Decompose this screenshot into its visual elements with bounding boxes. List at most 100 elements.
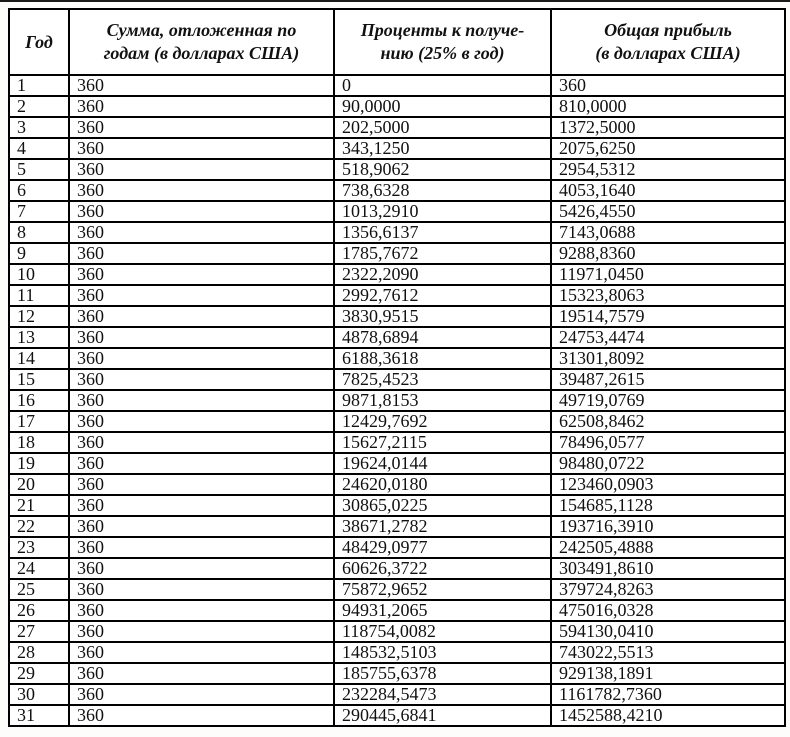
table-row: 30 360 232284,5473 1161782,7360 xyxy=(8,683,786,706)
cell-interest: 1013,2910 xyxy=(333,200,552,223)
cell-year: 29 xyxy=(8,662,70,685)
cell-interest: 0 xyxy=(333,74,552,97)
cell-total: 62508,8462 xyxy=(550,410,786,433)
cell-deposit: 360 xyxy=(68,620,335,643)
cell-total: 242505,4888 xyxy=(550,536,786,559)
table-row: 8 360 1356,6137 7143,0688 xyxy=(8,221,786,244)
column-header-deposit: Сумма, отложенная по годам (в долларах С… xyxy=(68,8,335,76)
cell-year: 13 xyxy=(8,326,70,349)
cell-interest: 38671,2782 xyxy=(333,515,552,538)
cell-total: 2075,6250 xyxy=(550,137,786,160)
table-row: 1 360 0 360 xyxy=(8,74,786,97)
cell-deposit: 360 xyxy=(68,263,335,286)
cell-deposit: 360 xyxy=(68,704,335,727)
column-header-total: Общая прибыль (в долларах США) xyxy=(550,8,786,76)
table-row: 24 360 60626,3722 303491,8610 xyxy=(8,557,786,580)
table-row: 27 360 118754,0082 594130,0410 xyxy=(8,620,786,643)
table-row: 11 360 2992,7612 15323,8063 xyxy=(8,284,786,307)
column-header-interest-line2: нию (25% в год) xyxy=(380,43,505,63)
cell-interest: 30865,0225 xyxy=(333,494,552,517)
cell-year: 18 xyxy=(8,431,70,454)
table-row: 4 360 343,1250 2075,6250 xyxy=(8,137,786,160)
cell-deposit: 360 xyxy=(68,473,335,496)
table-row: 12 360 3830,9515 19514,7579 xyxy=(8,305,786,328)
cell-total: 123460,0903 xyxy=(550,473,786,496)
cell-year: 26 xyxy=(8,599,70,622)
cell-total: 379724,8263 xyxy=(550,578,786,601)
cell-year: 31 xyxy=(8,704,70,727)
cell-year: 30 xyxy=(8,683,70,706)
cell-total: 39487,2615 xyxy=(550,368,786,391)
cell-interest: 75872,9652 xyxy=(333,578,552,601)
cell-interest: 118754,0082 xyxy=(333,620,552,643)
cell-total: 19514,7579 xyxy=(550,305,786,328)
cell-year: 4 xyxy=(8,137,70,160)
cell-total: 594130,0410 xyxy=(550,620,786,643)
cell-year: 14 xyxy=(8,347,70,370)
cell-deposit: 360 xyxy=(68,305,335,328)
table-row: 10 360 2322,2090 11971,0450 xyxy=(8,263,786,286)
cell-interest: 19624,0144 xyxy=(333,452,552,475)
table-header: Год Сумма, отложенная по годам (в доллар… xyxy=(8,8,786,76)
cell-deposit: 360 xyxy=(68,179,335,202)
cell-deposit: 360 xyxy=(68,641,335,664)
cell-interest: 1785,7672 xyxy=(333,242,552,265)
cell-year: 10 xyxy=(8,263,70,286)
table-row: 21 360 30865,0225 154685,1128 xyxy=(8,494,786,517)
table-row: 19 360 19624,0144 98480,0722 xyxy=(8,452,786,475)
column-header-deposit-line2: годам (в долларах США) xyxy=(103,43,300,63)
cell-total: 31301,8092 xyxy=(550,347,786,370)
cell-total: 15323,8063 xyxy=(550,284,786,307)
cell-total: 11971,0450 xyxy=(550,263,786,286)
table-row: 5 360 518,9062 2954,5312 xyxy=(8,158,786,181)
cell-total: 929138,1891 xyxy=(550,662,786,685)
cell-deposit: 360 xyxy=(68,137,335,160)
column-header-year: Год xyxy=(8,8,70,76)
cell-year: 27 xyxy=(8,620,70,643)
table-row: 2 360 90,0000 810,0000 xyxy=(8,95,786,118)
cell-deposit: 360 xyxy=(68,95,335,118)
cell-year: 19 xyxy=(8,452,70,475)
cell-interest: 12429,7692 xyxy=(333,410,552,433)
cell-total: 24753,4474 xyxy=(550,326,786,349)
cell-total: 9288,8360 xyxy=(550,242,786,265)
column-header-interest: Проценты к получе- нию (25% в год) xyxy=(333,8,552,76)
cell-total: 5426,4550 xyxy=(550,200,786,223)
cell-deposit: 360 xyxy=(68,599,335,622)
cell-interest: 48429,0977 xyxy=(333,536,552,559)
cell-deposit: 360 xyxy=(68,200,335,223)
cell-year: 1 xyxy=(8,74,70,97)
cell-deposit: 360 xyxy=(68,116,335,139)
cell-year: 15 xyxy=(8,368,70,391)
cell-total: 1161782,7360 xyxy=(550,683,786,706)
cell-interest: 6188,3618 xyxy=(333,347,552,370)
cell-interest: 4878,6894 xyxy=(333,326,552,349)
table-row: 23 360 48429,0977 242505,4888 xyxy=(8,536,786,559)
cell-interest: 3830,9515 xyxy=(333,305,552,328)
cell-interest: 60626,3722 xyxy=(333,557,552,580)
cell-year: 8 xyxy=(8,221,70,244)
table-body: 1 360 0 360 2 360 90,0000 810,0000 3 360… xyxy=(8,74,786,727)
table-row: 29 360 185755,6378 929138,1891 xyxy=(8,662,786,685)
cell-year: 17 xyxy=(8,410,70,433)
cell-year: 6 xyxy=(8,179,70,202)
cell-total: 743022,5513 xyxy=(550,641,786,664)
table-row: 17 360 12429,7692 62508,8462 xyxy=(8,410,786,433)
cell-deposit: 360 xyxy=(68,368,335,391)
cell-deposit: 360 xyxy=(68,536,335,559)
cell-deposit: 360 xyxy=(68,158,335,181)
cell-total: 2954,5312 xyxy=(550,158,786,181)
table-row: 18 360 15627,2115 78496,0577 xyxy=(8,431,786,454)
cell-year: 2 xyxy=(8,95,70,118)
cell-deposit: 360 xyxy=(68,557,335,580)
table-row: 15 360 7825,4523 39487,2615 xyxy=(8,368,786,391)
cell-interest: 343,1250 xyxy=(333,137,552,160)
cell-interest: 185755,6378 xyxy=(333,662,552,685)
table-row: 28 360 148532,5103 743022,5513 xyxy=(8,641,786,664)
cell-year: 28 xyxy=(8,641,70,664)
cell-interest: 232284,5473 xyxy=(333,683,552,706)
table-row: 26 360 94931,2065 475016,0328 xyxy=(8,599,786,622)
cell-total: 193716,3910 xyxy=(550,515,786,538)
cell-deposit: 360 xyxy=(68,347,335,370)
cell-interest: 290445,6841 xyxy=(333,704,552,727)
